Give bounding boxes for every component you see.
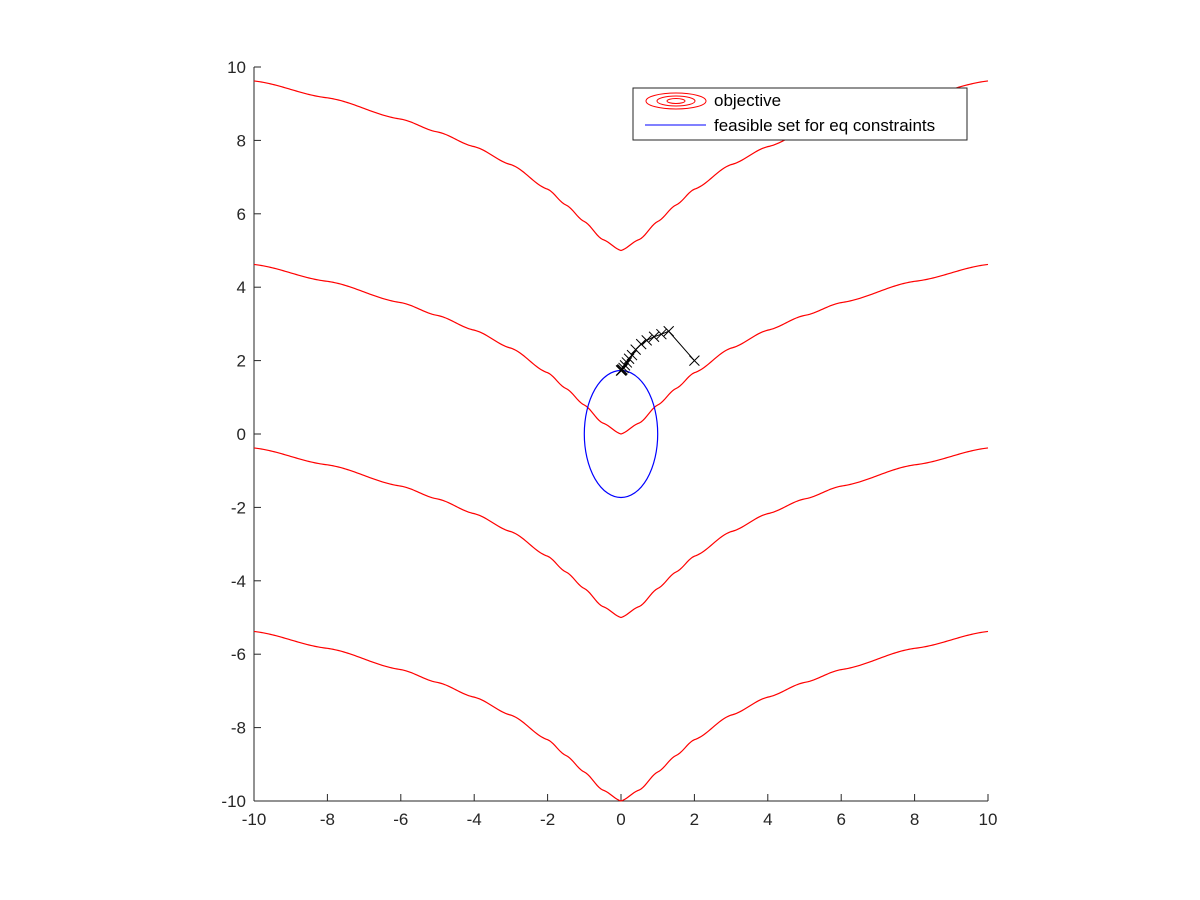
- y-axis-ticks: -10 -8 -6 -4 -2 0 2 4 6 8 10: [221, 58, 261, 811]
- legend-contour-ring: [656, 95, 696, 107]
- iterate-line: [621, 330, 695, 372]
- iterate-marker: [648, 331, 660, 343]
- y-tick-label: 6: [237, 205, 246, 224]
- objective-contours: [253, 80, 989, 802]
- y-tick-label: -2: [231, 498, 246, 517]
- legend: objective feasible set for eq constraint…: [632, 87, 968, 141]
- iterate-marker: [689, 355, 700, 366]
- legend-objective-icon: [645, 92, 707, 110]
- y-tick-label: 10: [227, 58, 246, 77]
- iterate-marker: [663, 325, 675, 337]
- x-tick-label: 4: [763, 810, 772, 829]
- objective-contour: [253, 447, 989, 619]
- y-tick-label: -8: [231, 719, 246, 738]
- x-tick-label: -4: [467, 810, 482, 829]
- legend-contour-ring: [645, 92, 707, 110]
- x-tick-label: -6: [393, 810, 408, 829]
- iterate-marker: [630, 344, 642, 355]
- x-tick-label: 6: [836, 810, 845, 829]
- iterate-path: [615, 325, 700, 376]
- x-tick-label: -2: [540, 810, 555, 829]
- y-tick-label: -10: [221, 792, 246, 811]
- legend-label-feasible-set: feasible set for eq constraints: [714, 116, 935, 135]
- iterate-marker: [641, 335, 653, 346]
- x-tick-label: -8: [320, 810, 335, 829]
- y-tick-label: 4: [237, 278, 246, 297]
- x-tick-label: 10: [979, 810, 998, 829]
- iterate-marker: [615, 365, 627, 376]
- legend-box: [632, 87, 968, 141]
- legend-label-objective: objective: [714, 91, 781, 110]
- x-tick-label: 0: [616, 810, 625, 829]
- x-tick-label: 8: [910, 810, 919, 829]
- iterate-marker: [623, 353, 635, 365]
- objective-contour: [253, 263, 989, 435]
- y-tick-label: -4: [231, 572, 246, 591]
- x-axis-ticks: -10 -8 -6 -4 -2 0 2 4 6 8 10: [242, 794, 998, 829]
- objective-contour: [253, 630, 989, 802]
- iterate-marker: [656, 328, 667, 340]
- x-tick-label: -10: [242, 810, 267, 829]
- x-tick-label: 2: [690, 810, 699, 829]
- y-tick-label: 2: [237, 352, 246, 371]
- y-tick-label: 8: [237, 131, 246, 150]
- legend-contour-ring: [666, 98, 686, 104]
- iterate-marker: [621, 357, 633, 368]
- y-tick-label: 0: [237, 425, 246, 444]
- y-tick-label: -6: [231, 645, 246, 664]
